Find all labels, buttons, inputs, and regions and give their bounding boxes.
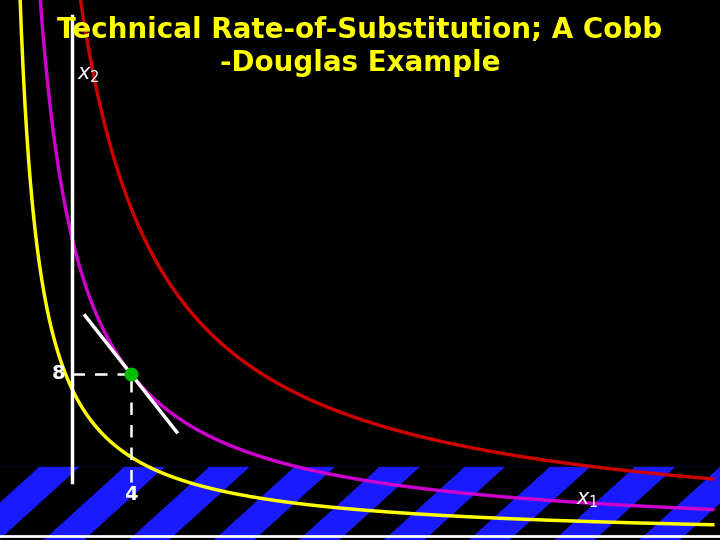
Polygon shape (170, 467, 293, 540)
Text: $x_1$: $x_1$ (576, 490, 599, 510)
Polygon shape (595, 467, 719, 540)
Polygon shape (0, 467, 37, 540)
Text: $x_2$: $x_2$ (77, 65, 99, 85)
Text: Technical Rate-of-Substitution; A Cobb
-Douglas Example: Technical Rate-of-Substitution; A Cobb -… (58, 16, 662, 77)
Text: 8: 8 (52, 364, 66, 383)
Polygon shape (256, 467, 378, 540)
Polygon shape (426, 467, 548, 540)
Polygon shape (680, 467, 720, 540)
Polygon shape (510, 467, 634, 540)
Polygon shape (341, 467, 463, 540)
Text: 4: 4 (124, 485, 138, 504)
Polygon shape (0, 467, 122, 540)
Polygon shape (85, 467, 208, 540)
